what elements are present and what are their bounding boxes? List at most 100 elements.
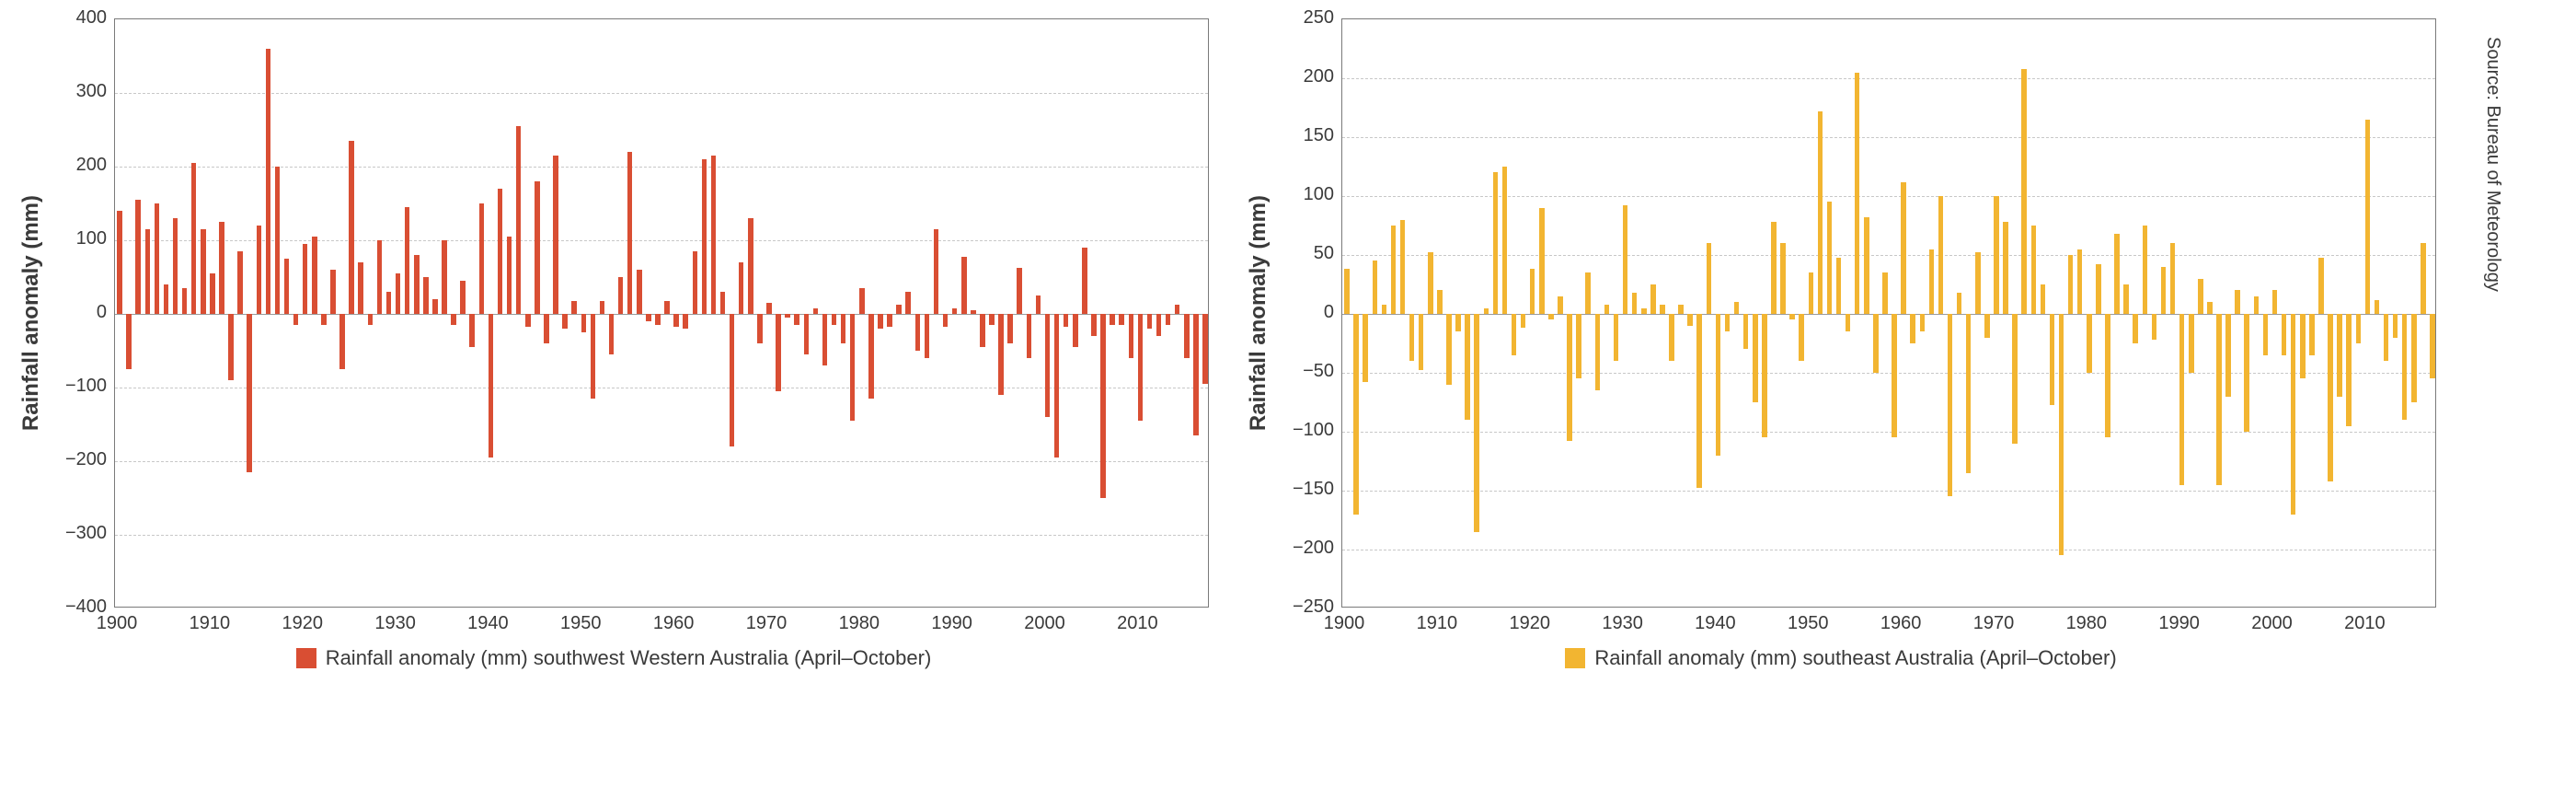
bar — [358, 262, 363, 314]
bar — [1539, 208, 1545, 314]
bar — [1382, 305, 1387, 314]
bar — [813, 308, 819, 314]
bar — [1818, 111, 1823, 314]
x-tick: 1940 — [1695, 613, 1736, 634]
y-axis-label: Rainfall anomaly (mm) — [1246, 195, 1271, 431]
bar — [2430, 314, 2435, 378]
bar — [2309, 314, 2315, 355]
bar — [711, 156, 717, 314]
bar — [646, 314, 651, 321]
bar — [173, 218, 178, 314]
bar — [553, 156, 558, 314]
bar — [1373, 261, 1378, 314]
bar — [237, 251, 243, 314]
bar — [1975, 252, 1981, 314]
bar — [349, 141, 354, 314]
bar — [1901, 182, 1906, 314]
bar — [1567, 314, 1572, 441]
bar — [1064, 314, 1069, 327]
x-tick: 1950 — [1788, 613, 1829, 634]
bar — [693, 251, 698, 314]
bar — [1446, 314, 1452, 385]
bar — [627, 152, 633, 314]
bar — [1119, 314, 1124, 325]
bar — [868, 314, 874, 399]
x-tick: 1930 — [1602, 613, 1643, 634]
bar — [1437, 290, 1443, 314]
bar — [609, 314, 615, 354]
bar — [1743, 314, 1749, 349]
x-ticks: 1900191019201930194019501960197019801990… — [20, 613, 1207, 637]
x-tick: 1910 — [1417, 613, 1458, 634]
x-tick: 1980 — [2066, 613, 2108, 634]
chart-se: Rainfall anomaly (mm)250200150100500−50−… — [1246, 18, 2436, 670]
y-tick: 400 — [76, 7, 107, 29]
source-label: Source: Bureau of Meteorology — [2482, 18, 2503, 292]
bar — [1966, 314, 1972, 473]
bar — [1512, 314, 1517, 355]
bar — [368, 314, 374, 325]
bar — [581, 314, 587, 332]
y-ticks: 250200150100500−50−100−150−200−250 — [1277, 18, 1341, 608]
y-tick: −150 — [1293, 479, 1334, 500]
legend-swatch — [1565, 648, 1585, 668]
bar — [757, 314, 763, 343]
bar — [210, 273, 215, 314]
x-tick: 2010 — [1117, 613, 1158, 634]
bar — [2263, 314, 2269, 355]
bar — [498, 189, 503, 314]
legend-swatch — [296, 648, 316, 668]
bar — [1864, 217, 1869, 314]
bar — [2384, 314, 2389, 361]
bar — [1650, 284, 1656, 314]
bar — [155, 203, 160, 314]
bar — [516, 126, 522, 314]
bar — [1175, 305, 1180, 314]
bar — [2021, 69, 2027, 314]
bar — [257, 226, 262, 314]
bar — [2087, 314, 2092, 373]
chart-row: Rainfall anomaly (mm)250200150100500−50−… — [1246, 18, 2436, 608]
x-tick: 1900 — [1324, 613, 1365, 634]
bar — [2077, 249, 2083, 314]
bar — [1493, 172, 1499, 314]
plot-area — [1341, 18, 2436, 608]
bar — [2216, 314, 2222, 485]
bar — [1202, 314, 1208, 384]
bar — [804, 314, 810, 354]
x-tick: 1990 — [2158, 613, 2200, 634]
bar — [312, 237, 317, 314]
bar — [330, 270, 336, 314]
x-tick: 1950 — [560, 613, 602, 634]
y-tick: 0 — [97, 302, 107, 323]
bar — [2031, 226, 2037, 314]
bar — [952, 308, 958, 314]
bar — [1771, 222, 1777, 314]
bar — [1789, 314, 1795, 319]
bar — [1400, 220, 1406, 314]
bar — [2282, 314, 2287, 355]
bar — [1091, 314, 1097, 336]
bar — [1391, 226, 1397, 314]
bar — [1027, 314, 1032, 358]
bar — [2179, 314, 2185, 485]
bar — [1920, 314, 1926, 331]
bar — [785, 314, 790, 318]
bar — [1007, 314, 1013, 343]
bar — [1753, 314, 1758, 402]
bar — [2346, 314, 2352, 426]
bar — [2207, 302, 2213, 314]
bar — [1632, 293, 1638, 314]
bar — [943, 314, 949, 327]
bar — [1948, 314, 1953, 496]
bar — [1036, 295, 1041, 314]
y-tick: −200 — [65, 449, 107, 470]
bar — [339, 314, 345, 369]
bar — [1669, 314, 1674, 361]
bar — [1780, 243, 1786, 314]
bar — [1156, 314, 1162, 336]
bar — [1428, 252, 1433, 314]
bar — [1138, 314, 1144, 421]
bar — [2328, 314, 2333, 481]
bar — [1994, 196, 1999, 314]
